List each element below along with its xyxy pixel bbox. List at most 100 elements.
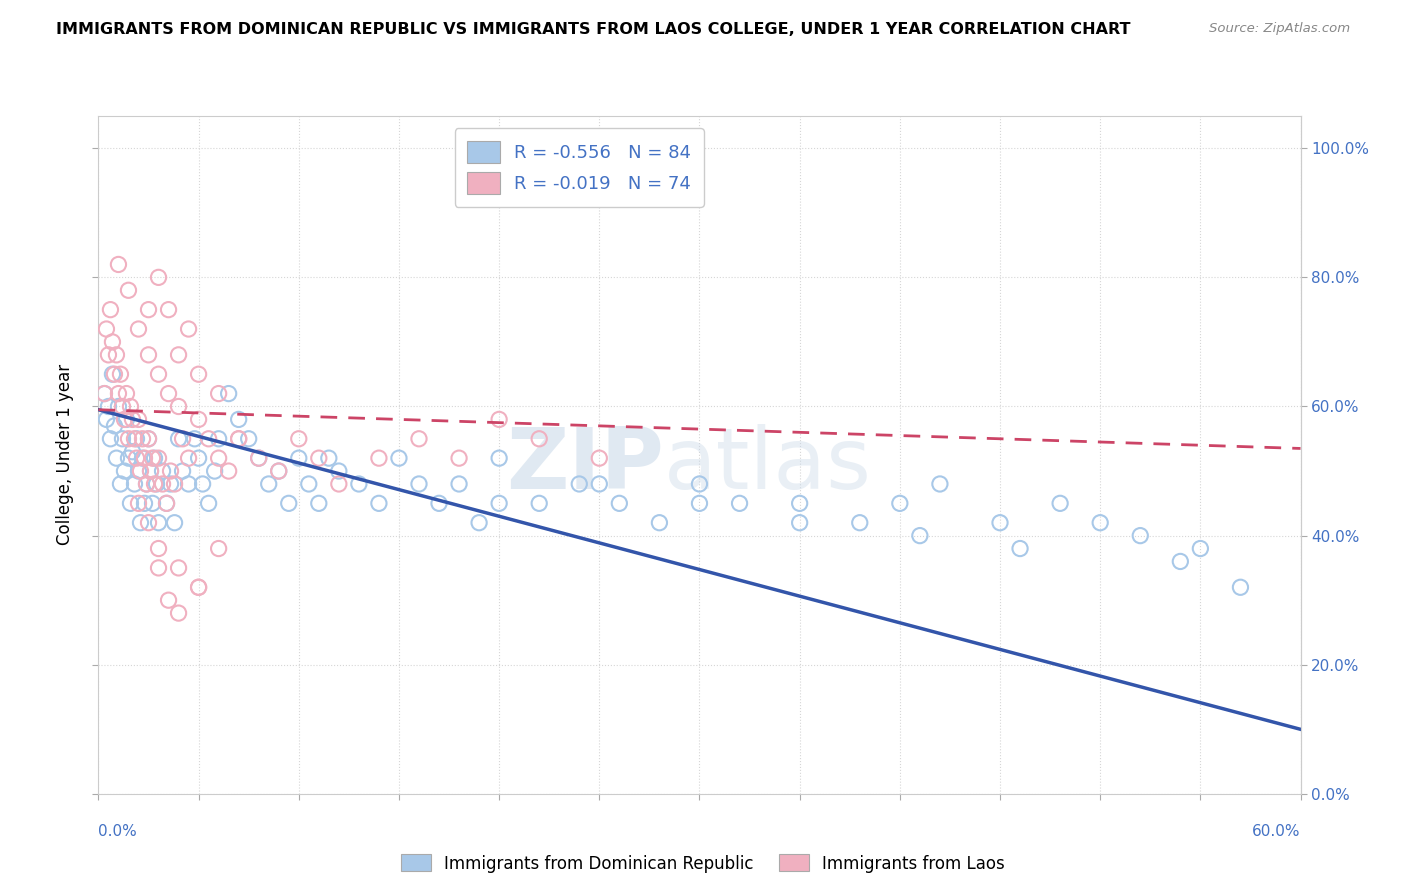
Point xyxy=(197,496,219,510)
Point xyxy=(129,464,152,478)
Point xyxy=(103,418,125,433)
Point xyxy=(141,451,163,466)
Point xyxy=(138,432,160,446)
Point xyxy=(648,516,671,530)
Point xyxy=(115,386,138,401)
Legend: Immigrants from Dominican Republic, Immigrants from Laos: Immigrants from Dominican Republic, Immi… xyxy=(394,847,1012,880)
Point xyxy=(849,516,872,530)
Point xyxy=(447,451,470,466)
Point xyxy=(114,412,136,426)
Point xyxy=(105,348,128,362)
Point xyxy=(128,496,150,510)
Point xyxy=(134,496,156,510)
Point xyxy=(328,477,350,491)
Point xyxy=(908,528,931,542)
Point xyxy=(121,412,143,426)
Point xyxy=(101,368,124,382)
Point xyxy=(93,386,115,401)
Point xyxy=(93,386,115,401)
Point xyxy=(143,451,166,466)
Point xyxy=(131,432,153,446)
Point xyxy=(145,477,167,491)
Text: Source: ZipAtlas.com: Source: ZipAtlas.com xyxy=(1209,22,1350,36)
Point xyxy=(529,496,551,510)
Point xyxy=(138,302,160,317)
Point xyxy=(155,496,177,510)
Point xyxy=(488,496,510,510)
Point xyxy=(111,400,134,414)
Point xyxy=(177,451,200,466)
Point xyxy=(257,477,280,491)
Point xyxy=(107,257,129,271)
Point xyxy=(155,496,177,510)
Point xyxy=(488,451,510,466)
Point xyxy=(117,451,139,466)
Point xyxy=(167,606,190,620)
Point xyxy=(167,400,190,414)
Point xyxy=(288,451,311,466)
Point xyxy=(1049,496,1071,510)
Point xyxy=(172,464,194,478)
Point xyxy=(488,412,510,426)
Point xyxy=(388,451,411,466)
Point xyxy=(159,464,181,478)
Point xyxy=(1010,541,1032,556)
Point xyxy=(107,386,129,401)
Text: atlas: atlas xyxy=(664,424,872,507)
Point xyxy=(228,432,250,446)
Point xyxy=(197,432,219,446)
Point xyxy=(187,368,209,382)
Point xyxy=(1129,528,1152,542)
Point xyxy=(208,541,231,556)
Point xyxy=(101,334,124,349)
Point xyxy=(1189,541,1212,556)
Point xyxy=(134,451,156,466)
Point xyxy=(228,432,250,446)
Point xyxy=(105,451,128,466)
Point xyxy=(247,451,270,466)
Point xyxy=(427,496,450,510)
Point xyxy=(468,516,491,530)
Point xyxy=(368,451,391,466)
Point xyxy=(689,477,711,491)
Point xyxy=(347,477,370,491)
Point xyxy=(308,451,330,466)
Point xyxy=(191,477,214,491)
Point xyxy=(238,432,260,446)
Point xyxy=(187,580,209,594)
Point xyxy=(110,368,132,382)
Point xyxy=(177,477,200,491)
Point xyxy=(728,496,751,510)
Point xyxy=(609,496,631,510)
Point xyxy=(529,432,551,446)
Point xyxy=(183,432,205,446)
Point xyxy=(117,283,139,297)
Point xyxy=(204,464,226,478)
Point xyxy=(148,516,170,530)
Point xyxy=(121,444,143,458)
Point xyxy=(288,432,311,446)
Point xyxy=(97,400,120,414)
Point xyxy=(163,516,186,530)
Point xyxy=(107,400,129,414)
Point xyxy=(172,432,194,446)
Point xyxy=(96,322,118,336)
Point xyxy=(159,477,181,491)
Point xyxy=(135,477,157,491)
Point xyxy=(157,302,180,317)
Point xyxy=(120,400,142,414)
Point xyxy=(328,464,350,478)
Point xyxy=(117,432,139,446)
Point xyxy=(141,496,163,510)
Point xyxy=(100,432,122,446)
Point xyxy=(120,496,142,510)
Point xyxy=(208,451,231,466)
Point xyxy=(447,477,470,491)
Point xyxy=(129,516,152,530)
Point xyxy=(368,496,391,510)
Point xyxy=(277,496,299,510)
Text: IMMIGRANTS FROM DOMINICAN REPUBLIC VS IMMIGRANTS FROM LAOS COLLEGE, UNDER 1 YEAR: IMMIGRANTS FROM DOMINICAN REPUBLIC VS IM… xyxy=(56,22,1130,37)
Point xyxy=(218,386,240,401)
Point xyxy=(1170,554,1192,568)
Point xyxy=(143,477,166,491)
